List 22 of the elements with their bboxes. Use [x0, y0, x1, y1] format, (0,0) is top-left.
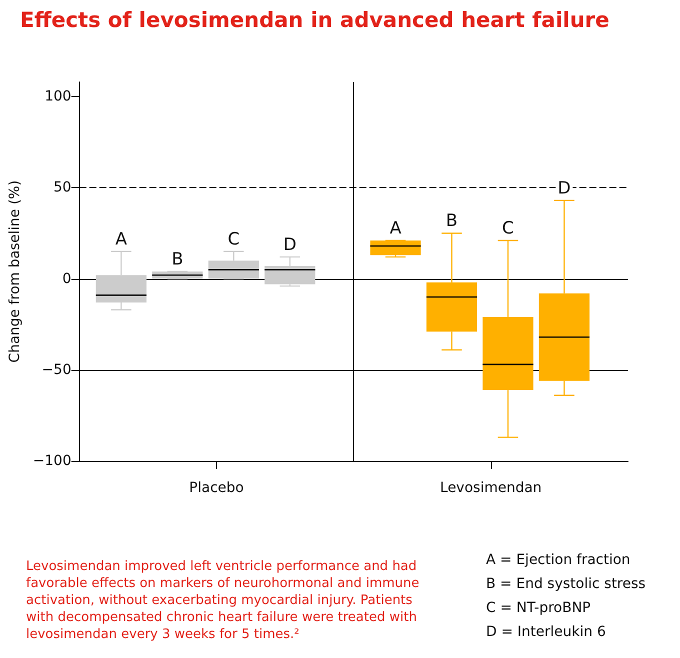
- text: D = Interleukin 6: [486, 623, 607, 642]
- x-tick-label: Levosimendan: [440, 480, 542, 496]
- y-tick-label: −100: [32, 453, 72, 469]
- text: Levosimendan improved left ventricle performance and had favorable effects on markers of neurohormonal and immune activation, without exacerbating myocardial injury. Patients with decompensated chronic heart failure were treated with levosimendan every 3 weeks for 5 times.²: [26, 558, 420, 643]
- text: B: [446, 211, 458, 232]
- text: C = NT-proBNP: [486, 599, 592, 618]
- y-tick-label: 50: [54, 180, 72, 196]
- y-tick-label: 100: [44, 88, 72, 105]
- chart-title: Effects of levosimendan in advanced heart failure: [20, 8, 610, 32]
- x-tick-label: Placebo: [189, 480, 244, 496]
- series-label: D: [283, 234, 296, 255]
- y-tick-label: −50: [42, 362, 72, 378]
- y-axis-title: Change from baseline (%): [7, 180, 23, 363]
- text: A = Ejection fraction: [486, 551, 632, 570]
- text: A: [115, 229, 128, 250]
- text: B = End systolic stress: [486, 575, 646, 594]
- y-tick-label: 0: [62, 270, 72, 287]
- series-label: C: [228, 229, 240, 250]
- series-label: A: [390, 218, 402, 239]
- text: C: [502, 218, 514, 239]
- text: D: [558, 178, 571, 198]
- series-label: B: [172, 250, 184, 270]
